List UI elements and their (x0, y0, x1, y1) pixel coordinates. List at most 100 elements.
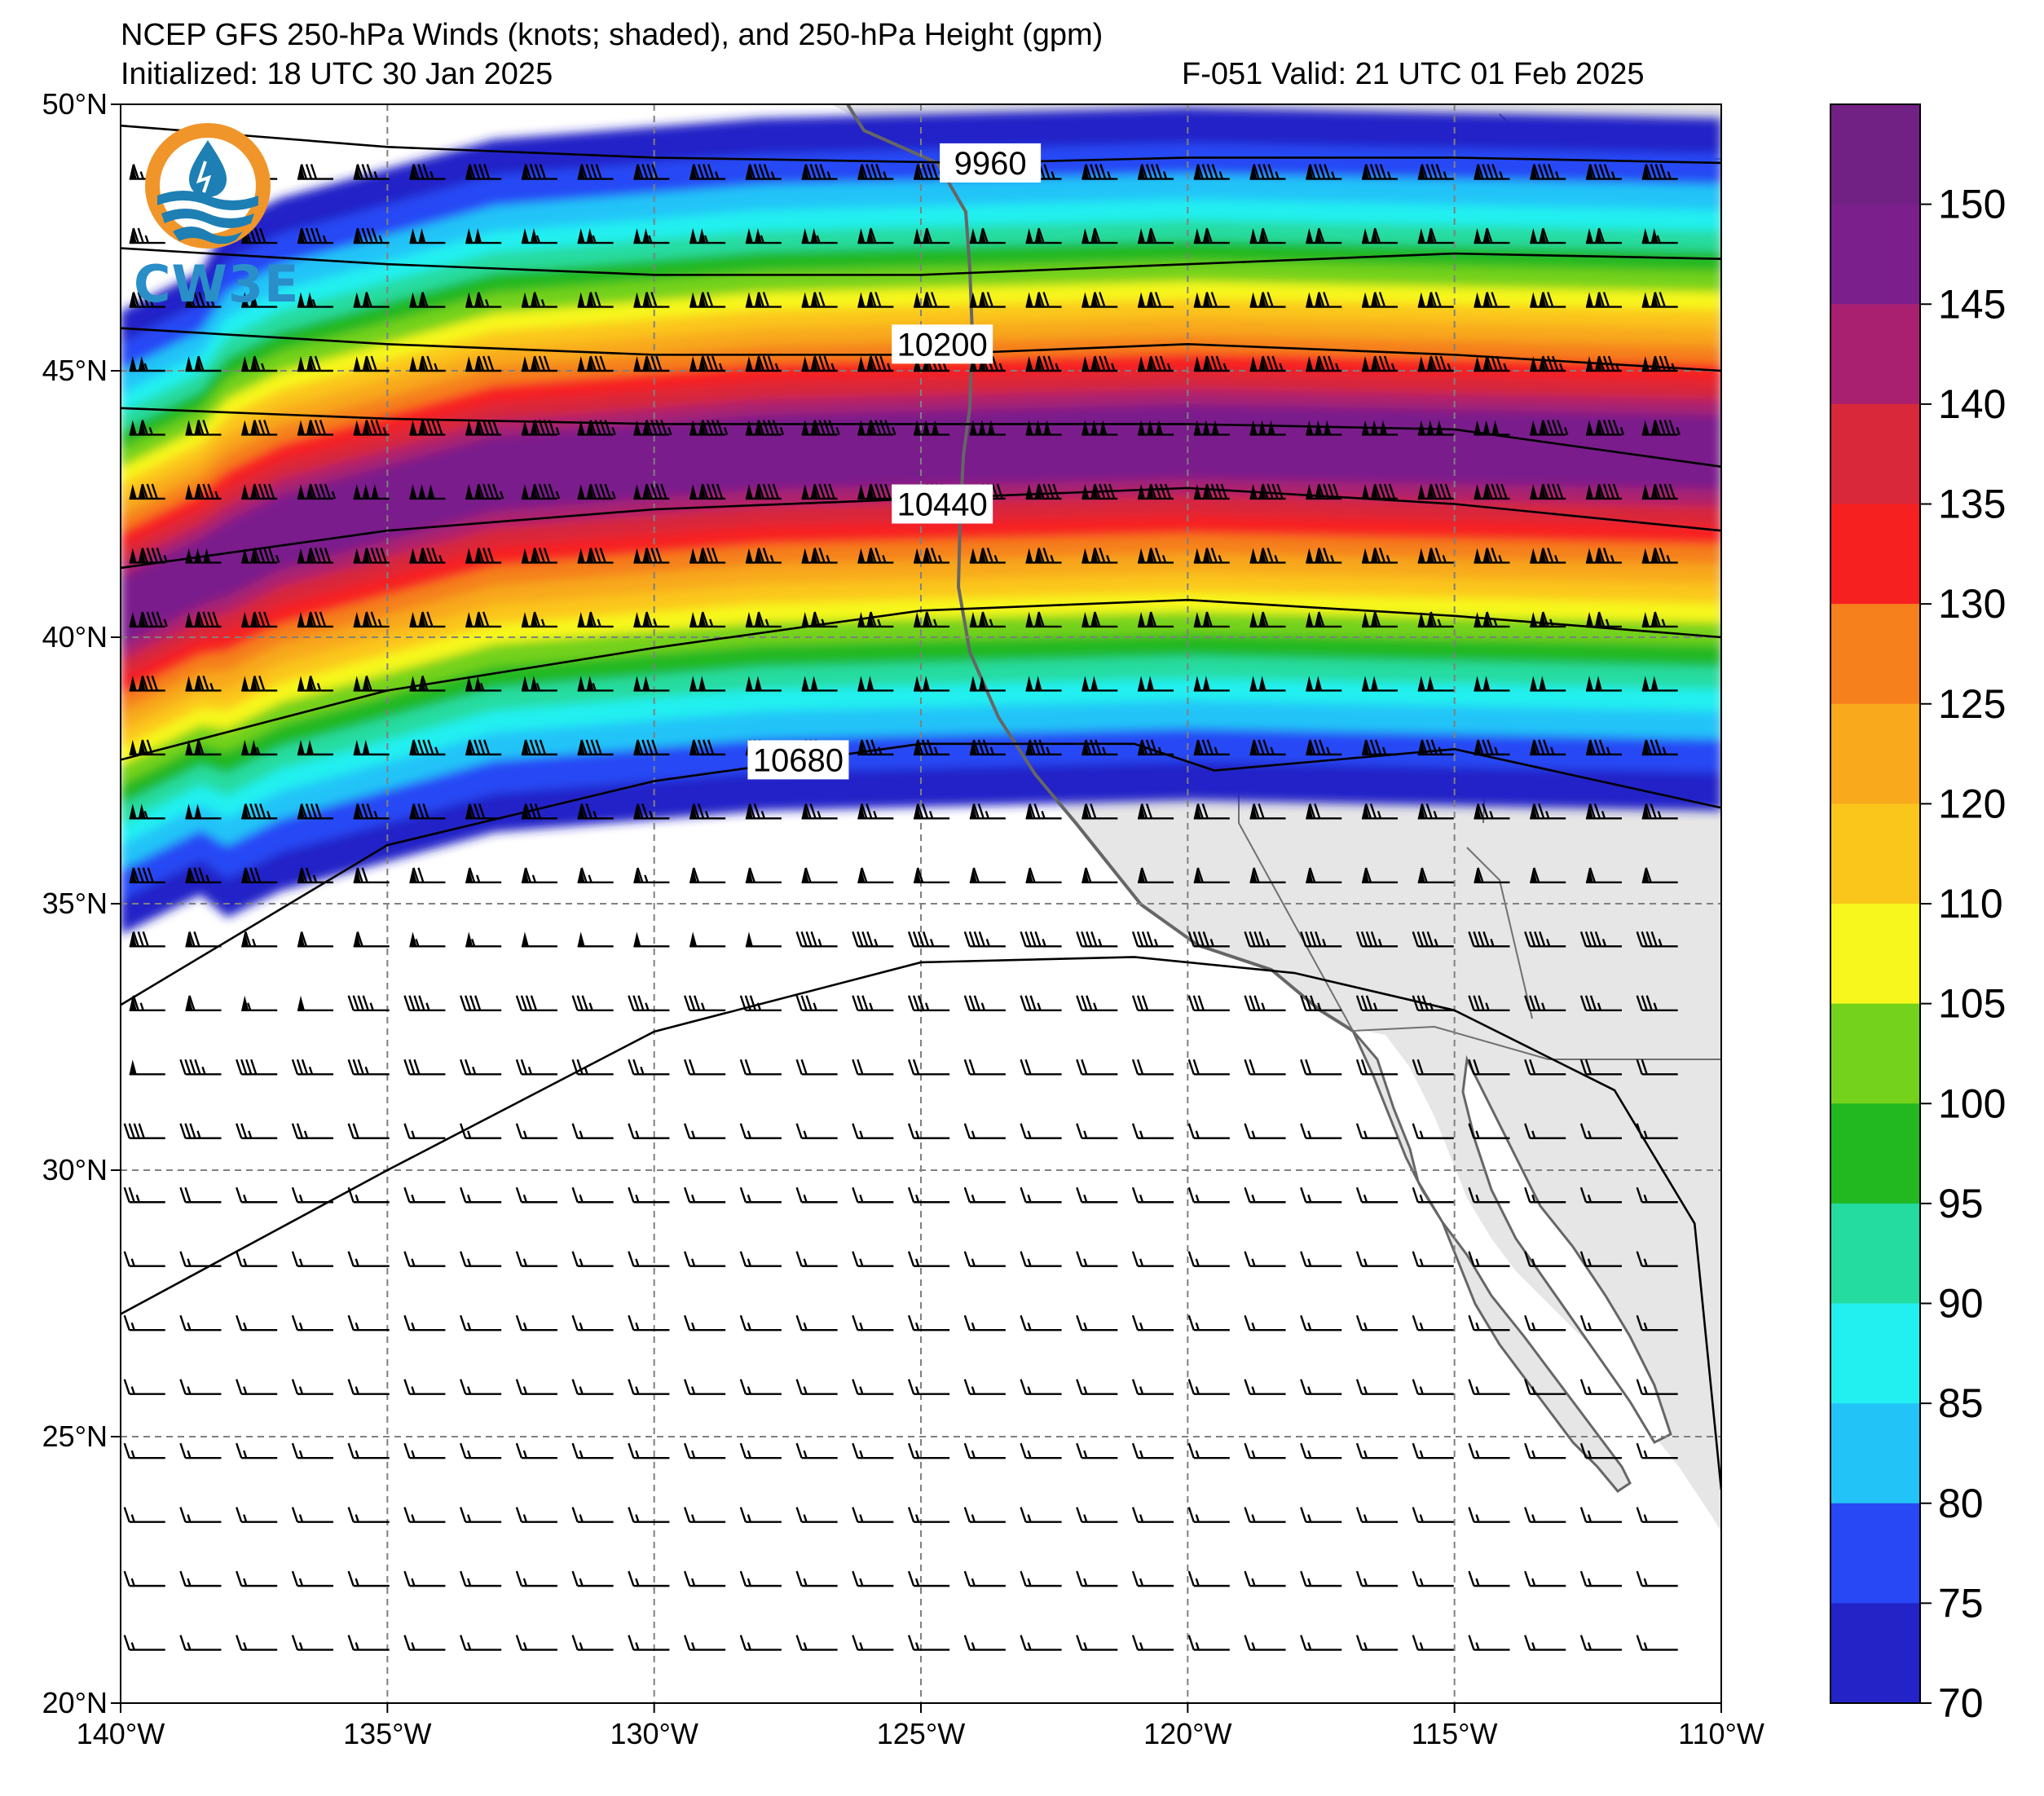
y-tick-label: 20°N (42, 1686, 108, 1719)
barb-flag (1636, 1442, 1643, 1459)
barb-flag (1090, 739, 1097, 755)
wind-barb (1193, 867, 1230, 884)
barb-flag (1131, 1442, 1139, 1459)
barb-flag (1300, 1186, 1307, 1203)
barb-pennant (306, 611, 314, 627)
barb-flag (683, 1442, 691, 1459)
barb-half-flag (1643, 1642, 1648, 1650)
barb-pennant (409, 803, 417, 819)
wind-barb (577, 292, 614, 308)
wind-barb (123, 1635, 165, 1651)
wind-barb (1468, 1251, 1510, 1267)
barb-half-flag (1643, 1514, 1648, 1523)
barb-flag (963, 1251, 971, 1267)
barb-flag (1477, 739, 1484, 755)
barb-flag (460, 995, 467, 1011)
barb-flag (852, 1507, 859, 1523)
barb-pennant (1530, 420, 1538, 435)
barb-pennant (633, 356, 641, 371)
barb-half-flag (989, 618, 993, 627)
wind-barb (914, 739, 950, 756)
barb-half-flag (1494, 746, 1499, 755)
barb-pennant (1426, 356, 1434, 371)
barb-half-flag (1531, 1258, 1536, 1267)
wind-barb (353, 739, 390, 756)
barb-pennant (857, 164, 866, 179)
barb-half-flag (1251, 1386, 1256, 1395)
barb-half-flag (883, 171, 888, 179)
jet-band-145kt (121, 404, 1721, 646)
barb-flag (1636, 1635, 1643, 1650)
barb-pennant (194, 420, 202, 435)
y-tick-label: 25°N (42, 1420, 108, 1453)
barb-pennant (1650, 483, 1659, 499)
barb-flag (482, 611, 490, 627)
y-tick-label: 50°N (42, 87, 108, 121)
wind-barb (1193, 803, 1230, 820)
barb-flag (757, 483, 765, 500)
barb-flag (1425, 803, 1433, 819)
barb-half-flag (1139, 1194, 1144, 1203)
wind-barb (1131, 1123, 1174, 1139)
barb-pennant (1426, 611, 1434, 627)
barb-flag (1543, 739, 1550, 755)
contour-label: 9960 (954, 146, 1027, 182)
colorbar-segment (1830, 504, 1920, 605)
wind-barb (1417, 292, 1454, 308)
barb-half-flag (1381, 746, 1387, 755)
wind-barb (1524, 1507, 1566, 1523)
map-axes: 140°W 135°W 130°W 125°W 120°W 115°W 110°W50°N4… (42, 87, 1764, 1750)
barb-flag (991, 355, 998, 372)
barb-pennant (1474, 548, 1482, 563)
wind-barb (1362, 803, 1399, 820)
wind-barb (633, 292, 670, 308)
barb-flag (646, 164, 654, 179)
barb-flag (1205, 548, 1213, 563)
barb-flag (123, 1507, 130, 1523)
barb-pennant (250, 420, 258, 435)
barb-half-flag (1541, 1002, 1546, 1011)
wind-barb (1300, 1123, 1342, 1139)
barb-pennant (1034, 292, 1042, 307)
barb-pennant (1315, 292, 1323, 307)
wind-barb (1081, 420, 1118, 436)
wind-barb (353, 867, 390, 884)
barb-flag (1141, 995, 1149, 1011)
barb-flag (1486, 227, 1493, 244)
barb-flag (370, 355, 377, 372)
wind-barb (963, 1059, 1006, 1076)
barb-flag (1029, 803, 1036, 819)
wind-barb (1412, 1442, 1454, 1459)
barb-half-flag (355, 1322, 359, 1331)
barb-flag (1478, 995, 1485, 1011)
colorbar-segment (1830, 1203, 1920, 1304)
barb-flag (1076, 1314, 1083, 1331)
barb-half-flag (635, 1514, 640, 1523)
wind-barb (683, 1123, 726, 1139)
barb-flag (305, 803, 313, 819)
wind-barb (460, 1059, 502, 1076)
barb-flag (870, 483, 877, 500)
wind-barb (969, 676, 1006, 692)
barb-flag (692, 164, 700, 179)
barb-flag (538, 355, 546, 372)
wind-barb (409, 355, 446, 372)
barb-flag (1360, 1059, 1368, 1075)
wind-barb (577, 548, 614, 564)
wind-barb (683, 1635, 726, 1651)
barb-pennant (857, 803, 866, 819)
barb-flag (356, 164, 363, 179)
barb-half-flag (1307, 1450, 1312, 1459)
barb-flag (123, 1251, 130, 1267)
barb-flag (1266, 292, 1274, 307)
wind-barb (914, 611, 950, 628)
barb-flag (683, 995, 691, 1011)
wind-barb (465, 548, 502, 564)
barb-pennant (1371, 292, 1379, 307)
barb-flag (978, 931, 985, 947)
barb-flag (482, 548, 490, 563)
wind-barb (1585, 420, 1625, 436)
barb-half-flag (929, 938, 935, 947)
wind-barb (291, 1442, 333, 1459)
wind-barb (1193, 483, 1230, 500)
